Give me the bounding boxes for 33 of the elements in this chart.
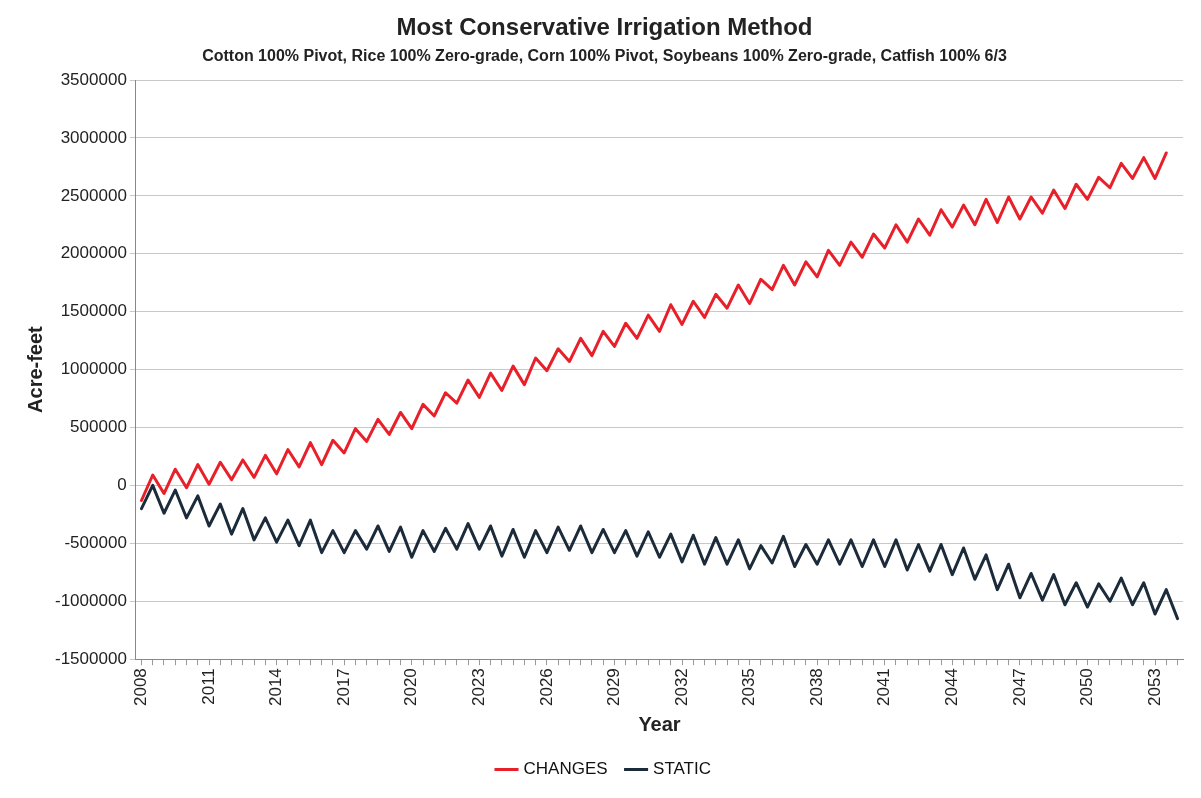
- x-axis-title: Year: [638, 712, 681, 735]
- y-tick-label: 0: [117, 475, 127, 495]
- y-tick-label: 2500000: [60, 185, 127, 205]
- x-tick-label: 2032: [671, 668, 691, 707]
- x-tick-label: 2011: [198, 668, 218, 705]
- y-tick-label: -500000: [64, 533, 127, 553]
- legend-label: CHANGES: [523, 759, 608, 779]
- x-tick-label: 2053: [1144, 668, 1164, 707]
- x-tick-label: 2044: [941, 668, 961, 707]
- legend-label: STATIC: [653, 759, 712, 779]
- y-tick-label: -1000000: [55, 590, 127, 610]
- x-tick-label: 2029: [604, 668, 624, 707]
- x-tick-label: 2035: [739, 668, 759, 707]
- y-tick-label: 2000000: [60, 243, 127, 263]
- x-tick-label: 2014: [266, 668, 286, 707]
- y-axis-title: Acre-feet: [23, 325, 46, 413]
- x-tick-label: 2026: [536, 668, 556, 707]
- y-tick-label: 500000: [70, 417, 127, 437]
- y-tick-label: 3500000: [60, 69, 127, 89]
- y-tick-label: 3000000: [60, 127, 127, 147]
- chart-title: Most Conservative Irrigation Method: [396, 13, 813, 41]
- x-tick-label: 2050: [1077, 668, 1097, 707]
- x-tick-label: 2008: [131, 668, 151, 707]
- x-tick-label: 2023: [469, 668, 489, 707]
- y-tick-label: 1000000: [60, 359, 127, 379]
- x-tick-label: 2020: [401, 668, 421, 707]
- y-tick-label: 1500000: [60, 301, 127, 321]
- x-tick-label: 2017: [333, 668, 353, 707]
- x-tick-label: 2047: [1009, 668, 1029, 707]
- y-tick-label: -1500000: [55, 648, 127, 668]
- x-tick-label: 2041: [874, 668, 894, 707]
- x-tick-label: 2038: [806, 668, 826, 707]
- chart-subtitle: Cotton 100% Pivot, Rice 100% Zero-grade, Corn 100% Pivot, Soybeans 100% Zero-grade, Catfish 100% 6/3: [202, 46, 1007, 64]
